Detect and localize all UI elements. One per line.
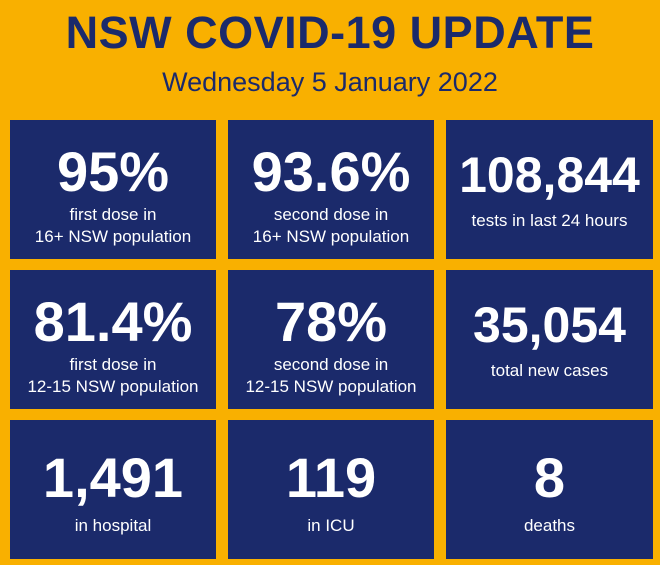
stat-tile-new-cases: 35,054 total new cases — [446, 270, 653, 409]
stat-label: total new cases — [490, 361, 609, 380]
stat-tile-first-dose-12-15: 81.4% first dose in 12-15 NSW population — [10, 270, 216, 409]
stat-value: 108,844 — [459, 147, 640, 203]
stat-label: second dose in 16+ NSW population — [228, 204, 434, 248]
stat-label-line2: 16+ NSW population — [252, 227, 410, 246]
stat-label-line2: 16+ NSW population — [34, 227, 192, 246]
stat-label: second dose in 12-15 NSW population — [228, 354, 434, 398]
stat-label: in hospital — [74, 516, 152, 535]
stat-label-line2: 12-15 NSW population — [27, 377, 199, 396]
stat-tile-tests: 108,844 tests in last 24 hours — [446, 120, 653, 259]
stat-label: first dose in 16+ NSW population — [10, 204, 216, 248]
stat-label-line1: first dose in — [69, 205, 157, 224]
stat-tile-hospital: 1,491 in hospital — [10, 420, 216, 559]
stat-label-line1: second dose in — [273, 355, 389, 374]
stat-value: 119 — [285, 446, 377, 509]
stat-label: tests in last 24 hours — [471, 211, 628, 230]
stat-value: 35,054 — [473, 297, 626, 353]
stat-tile-icu: 119 in ICU — [228, 420, 434, 559]
stat-label-line2: 12-15 NSW population — [245, 377, 417, 396]
page-title: NSW COVID-19 UPDATE — [65, 7, 595, 58]
stat-tile-second-dose-16plus: 93.6% second dose in 16+ NSW population — [228, 120, 434, 259]
stat-label: deaths — [523, 516, 576, 535]
stat-tile-deaths: 8 deaths — [446, 420, 653, 559]
stat-value: 78% — [274, 290, 388, 353]
stat-tile-first-dose-16plus: 95% first dose in 16+ NSW population — [10, 120, 216, 259]
stat-value: 93.6% — [251, 140, 411, 203]
update-date: Wednesday 5 January 2022 — [162, 67, 498, 97]
stat-value: 81.4% — [33, 290, 193, 353]
stat-value: 8 — [533, 446, 566, 509]
stat-tile-second-dose-12-15: 78% second dose in 12-15 NSW population — [228, 270, 434, 409]
stat-value: 1,491 — [42, 446, 184, 509]
stat-label-line1: first dose in — [69, 355, 157, 374]
stat-label: first dose in 12-15 NSW population — [10, 354, 216, 398]
stat-label: in ICU — [307, 516, 355, 535]
stat-label-line1: second dose in — [273, 205, 389, 224]
stat-value: 95% — [56, 140, 170, 203]
